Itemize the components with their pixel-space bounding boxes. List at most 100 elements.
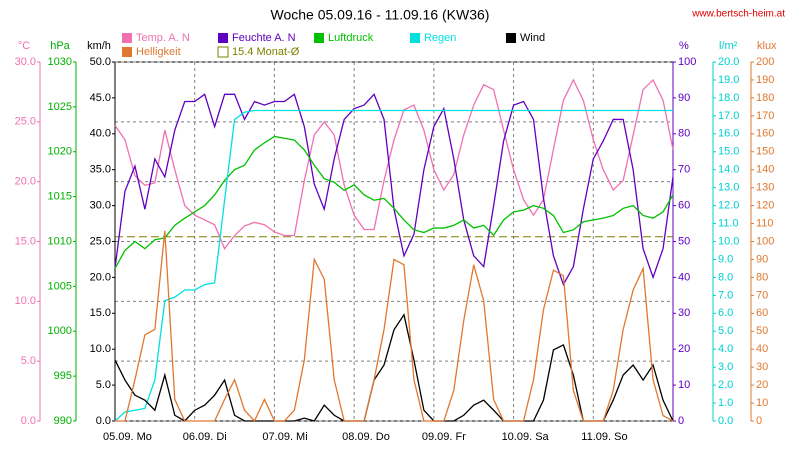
y-tick-label: 2.0 (718, 379, 733, 391)
y-tick-label: 5.0 (96, 379, 111, 391)
y-tick-label: 30 (678, 307, 690, 319)
series-line (114, 78, 674, 250)
y-tick-label: 160 (756, 128, 774, 140)
y-tick-label: 60 (756, 307, 768, 319)
y-tick-label: 1000 (48, 325, 72, 337)
y-tick-label: 10.0 (718, 235, 739, 247)
legend-label: 15.4 Monat-Ø (232, 46, 300, 58)
y-tick-label: 18.0 (718, 92, 739, 104)
y-tick-label: 120 (756, 200, 774, 212)
axis-title: °C (18, 40, 30, 52)
y-tick-label: 15.0 (90, 307, 111, 319)
y-tick-label: 90 (756, 253, 768, 265)
y-tick-label: 25.0 (90, 235, 111, 247)
y-tick-label: 10.0 (90, 343, 111, 355)
y-tick-label: 50 (756, 325, 768, 337)
y-tick-label: 80 (756, 271, 768, 283)
y-tick-label: 20.0 (15, 176, 36, 188)
axis-title: km/h (87, 40, 111, 52)
y-tick-label: 15.0 (718, 146, 739, 158)
legend-swatch (122, 47, 132, 57)
y-tick-label: 100 (756, 235, 774, 247)
legend-label: Temp. A. N (136, 32, 190, 44)
y-tick-label: 20 (756, 379, 768, 391)
y-tick-label: 140 (756, 164, 774, 176)
y-tick-label: 180 (756, 92, 774, 104)
legend-swatch (122, 33, 132, 43)
y-tick-label: 0 (756, 415, 762, 427)
y-tick-label: 10.0 (15, 295, 36, 307)
series-line (114, 313, 674, 422)
y-tick-label: 100 (678, 56, 696, 68)
y-tick-label: 40 (756, 343, 768, 355)
x-tick-label: 05.09. Mo (103, 431, 152, 443)
y-tick-label: 110 (756, 217, 774, 229)
y-tick-label: 8.0 (718, 271, 733, 283)
y-tick-label: 30.0 (15, 56, 36, 68)
y-tick-label: 200 (756, 56, 774, 68)
y-tick-label: 19.0 (718, 74, 739, 86)
y-tick-label: 6.0 (718, 307, 733, 319)
y-tick-label: 10 (678, 379, 690, 391)
y-tick-label: 4.0 (718, 343, 733, 355)
axis-title: % (679, 40, 689, 52)
y-tick-label: 170 (756, 110, 774, 122)
y-tick-label: 90 (678, 92, 690, 104)
y-tick-label: 5.0 (21, 355, 36, 367)
axis-title: l/m² (719, 40, 738, 52)
y-tick-label: 1015 (48, 191, 72, 203)
y-tick-label: 1005 (48, 280, 72, 292)
y-tick-label: 40 (678, 271, 690, 283)
y-tick-label: 0.0 (96, 415, 111, 427)
y-tick-label: 20.0 (718, 56, 739, 68)
x-tick-label: 10.09. Sa (502, 431, 550, 443)
legend-swatch (218, 33, 228, 43)
y-tick-label: 80 (678, 128, 690, 140)
series-line (114, 109, 673, 422)
y-tick-label: 1.0 (718, 397, 733, 409)
legend-swatch (314, 33, 324, 43)
y-tick-label: 995 (54, 370, 72, 382)
y-tick-label: 9.0 (718, 253, 733, 265)
x-tick-label: 08.09. Do (342, 431, 390, 443)
legend-label: Wind (520, 32, 545, 44)
legend-label: Feuchte A. N (232, 32, 296, 44)
source: www.bertsch-heim.at (691, 9, 785, 20)
y-tick-label: 20 (678, 343, 690, 355)
y-tick-label: 7.0 (718, 289, 733, 301)
legend-swatch (217, 46, 229, 58)
y-tick-label: 11.0 (718, 217, 739, 229)
y-tick-label: 35.0 (90, 164, 111, 176)
y-tick-label: 5.0 (718, 325, 733, 337)
y-tick-label: 20.0 (90, 271, 111, 283)
chart-title: Woche 05.09.16 - 11.09.16 (KW36) (271, 7, 490, 23)
y-tick-label: 1030 (48, 56, 72, 68)
y-tick-label: 0.0 (718, 415, 733, 427)
y-tick-label: 15.0 (15, 235, 36, 247)
y-tick-label: 17.0 (718, 110, 739, 122)
legend-swatch (506, 33, 516, 43)
y-tick-label: 1025 (48, 101, 72, 113)
y-tick-label: 0 (678, 415, 684, 427)
y-tick-label: 1010 (48, 235, 72, 247)
series-line (114, 135, 674, 269)
axis-title: klux (757, 40, 777, 52)
y-tick-label: 40.0 (90, 128, 111, 140)
y-tick-label: 70 (678, 164, 690, 176)
y-tick-label: 0.0 (21, 415, 36, 427)
y-tick-label: 990 (54, 415, 72, 427)
y-tick-label: 60 (678, 200, 690, 212)
y-tick-label: 13.0 (718, 182, 739, 194)
y-tick-label: 14.0 (718, 164, 739, 176)
y-tick-label: 130 (756, 182, 774, 194)
series-line (115, 230, 674, 423)
y-tick-label: 3.0 (718, 361, 733, 373)
y-tick-label: 10 (756, 397, 768, 409)
y-tick-label: 25.0 (15, 116, 36, 128)
y-tick-label: 150 (756, 146, 774, 158)
x-tick-label: 06.09. Di (183, 431, 227, 443)
y-tick-label: 190 (756, 74, 774, 86)
legend-label: Helligkeit (136, 46, 181, 58)
y-tick-label: 50 (678, 235, 690, 247)
